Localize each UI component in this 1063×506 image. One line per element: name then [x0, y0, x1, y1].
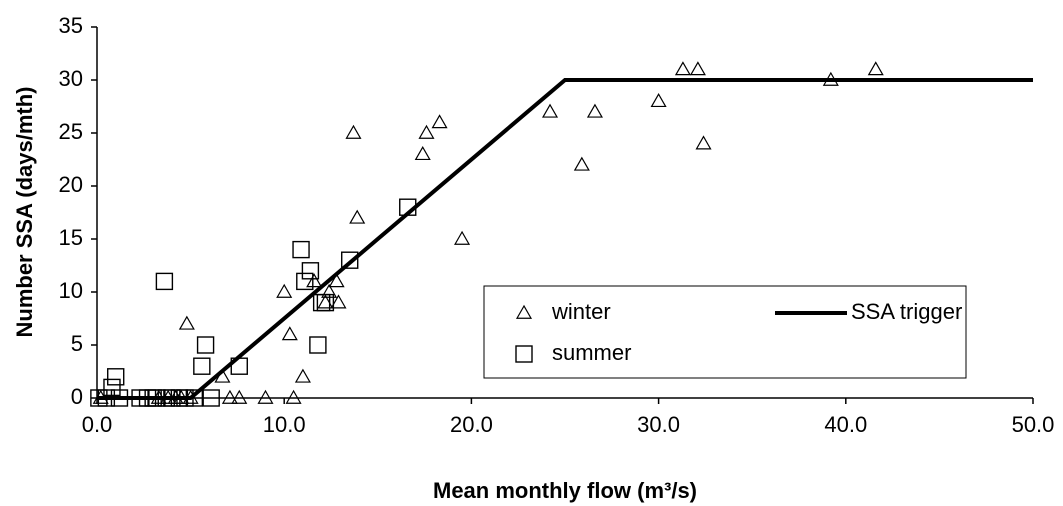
point: [292, 240, 310, 259]
point: [296, 272, 314, 291]
point: [196, 336, 215, 354]
point: [650, 92, 667, 108]
point: [107, 368, 125, 386]
point: [221, 389, 238, 404]
legend-label: winter: [551, 299, 611, 324]
point: [695, 135, 712, 150]
point: [349, 209, 366, 224]
point: [257, 389, 274, 404]
x-tick-label: 10.0: [263, 412, 306, 437]
point: [317, 294, 334, 309]
point: [414, 145, 431, 161]
legend: [483, 285, 967, 379]
x-tick-label: 0.0: [82, 412, 113, 437]
point: [231, 389, 248, 404]
point: [294, 368, 311, 383]
x-tick-label: 30.0: [637, 412, 680, 437]
legend-swatch: [515, 345, 533, 363]
point: [285, 389, 302, 404]
y-axis-title: Number SSA (days/mth): [12, 86, 37, 337]
y-tick-label: 0: [71, 384, 83, 409]
point: [586, 103, 603, 118]
point: [193, 357, 211, 375]
point: [309, 336, 327, 354]
x-tick-label: 20.0: [450, 412, 493, 437]
x-tick-label: 40.0: [824, 412, 867, 437]
point: [689, 61, 706, 76]
point: [454, 230, 471, 245]
point: [341, 251, 359, 269]
y-tick-label: 35: [59, 13, 83, 38]
point: [281, 326, 298, 341]
y-tick-label: 10: [59, 278, 83, 303]
y-tick-label: 20: [59, 172, 83, 197]
point: [345, 124, 362, 139]
point: [301, 262, 320, 280]
x-tick-label: 50.0: [1012, 412, 1055, 437]
point: [867, 61, 884, 76]
y-tick-label: 30: [59, 66, 83, 91]
point: [328, 273, 345, 288]
legend-swatch: [515, 304, 533, 319]
point: [418, 124, 435, 139]
trend-line: [97, 78, 1033, 400]
y-tick-label: 5: [71, 331, 83, 356]
point: [573, 156, 590, 171]
y-tick-label: 15: [59, 225, 83, 250]
x-axis-title: Mean monthly flow (m³/s): [433, 478, 697, 503]
legend-label: SSA trigger: [851, 299, 962, 324]
point: [541, 103, 559, 118]
point: [276, 283, 293, 298]
point: [202, 389, 220, 407]
point: [155, 272, 174, 291]
point: [674, 61, 691, 76]
point: [178, 315, 195, 330]
legend-label: summer: [552, 340, 631, 365]
point: [330, 294, 347, 309]
y-tick-label: 25: [59, 119, 83, 144]
point: [431, 114, 448, 129]
point: [316, 293, 335, 312]
point: [306, 273, 323, 288]
